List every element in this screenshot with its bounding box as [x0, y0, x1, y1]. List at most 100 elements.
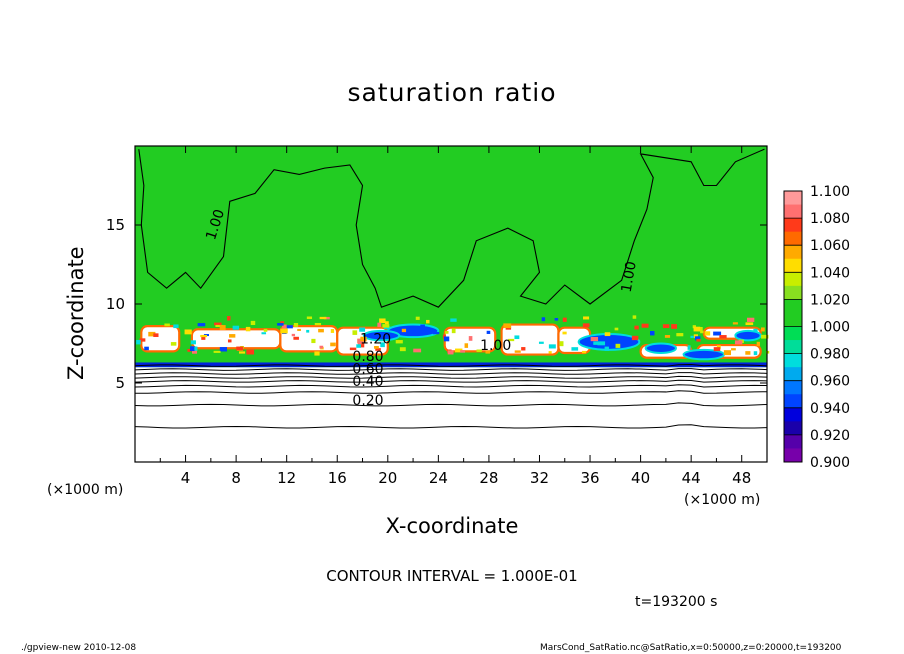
- cloud-speck: [593, 341, 602, 345]
- cloud-speck: [604, 346, 609, 351]
- contour-line: [134, 364, 768, 367]
- cloud-speck: [476, 349, 482, 352]
- saturation-field: [135, 146, 770, 462]
- cloud-speck: [460, 350, 466, 353]
- cloud-base-layer: [135, 362, 767, 368]
- contour-line: [134, 379, 768, 383]
- cloud-speck: [650, 330, 655, 336]
- cloud-speck: [631, 335, 639, 341]
- cloud-speck: [297, 328, 301, 331]
- cloud-speck: [468, 336, 473, 341]
- cloud-speck: [330, 329, 335, 333]
- cloud-speck: [514, 350, 521, 353]
- colorbar-segment: [784, 218, 802, 233]
- contour-line: [134, 384, 768, 388]
- cloud-speck: [194, 346, 198, 351]
- colorbar-segment: [784, 191, 802, 206]
- cloud-speck: [554, 318, 559, 321]
- cloud-speck: [306, 316, 313, 320]
- cloud-speck: [641, 323, 649, 328]
- cloud-cell: [279, 325, 339, 353]
- cloud-speck: [464, 343, 469, 348]
- cloud-speck: [693, 334, 698, 339]
- colorbar-segment: [784, 448, 802, 463]
- y-ticks: 5 10 15: [106, 216, 767, 392]
- subsaturated-pocket: [362, 329, 401, 342]
- cloud-speck: [263, 328, 268, 332]
- cloud-speck: [548, 344, 556, 349]
- cloud-speck: [293, 323, 299, 327]
- contour-line: [134, 368, 768, 371]
- cloud-speck: [731, 348, 736, 351]
- colorbar-label: 0.940: [810, 401, 850, 417]
- colorbar: 1.100 1.080 1.060 1.040 1.020 1.000 0.980 0.960…: [783, 184, 850, 471]
- cloud-speck: [700, 330, 704, 334]
- contour-line: [134, 402, 768, 407]
- cloud-speck: [753, 351, 758, 356]
- cloud-speck: [662, 324, 670, 329]
- cloud-speck: [562, 317, 567, 322]
- cloud-speck: [756, 341, 760, 347]
- cloud-speck: [139, 338, 146, 342]
- colorbar-label: 1.060: [810, 238, 850, 254]
- contour-label: 0.20: [352, 393, 383, 409]
- cloud-speck: [604, 332, 611, 337]
- cloud-speck: [447, 350, 454, 355]
- cloud-speck: [374, 345, 379, 349]
- cloud-speck: [232, 325, 240, 330]
- x-tick-label: 24: [429, 469, 448, 487]
- cloud-speck: [190, 346, 195, 352]
- subsaturated-pocket: [734, 329, 762, 342]
- cloud-speck: [687, 345, 691, 350]
- contour-label: 1.20: [360, 332, 391, 348]
- cloud-speck: [215, 324, 223, 328]
- cloud-speck: [213, 350, 221, 353]
- cloud-speck: [356, 344, 361, 348]
- footer-right: MarsCond_SatRatio.nc@SatRatio,x=0:50000,…: [540, 643, 842, 653]
- colorbar-segment: [784, 340, 802, 355]
- cloud-speck: [359, 343, 365, 348]
- cloud-speck: [713, 347, 721, 352]
- cloud-speck: [280, 328, 288, 334]
- colorbar-segment: [784, 312, 802, 327]
- x-tick-label: 16: [328, 469, 347, 487]
- cloud-speck: [277, 323, 284, 326]
- contour-line-1-00: [138, 148, 765, 308]
- cloud-speck: [229, 334, 236, 338]
- cloud-speck: [571, 347, 579, 351]
- cloud-speck: [664, 335, 671, 338]
- cloud-speck: [153, 333, 159, 337]
- cloud-speck: [261, 332, 267, 335]
- colorbar-label: 1.040: [810, 265, 850, 281]
- cloud-speck: [559, 341, 564, 347]
- cloud-speck: [184, 329, 192, 335]
- contour-label: 1.00: [480, 338, 511, 354]
- y-tick-label: 15: [106, 216, 125, 234]
- cloud-speck: [280, 321, 285, 324]
- colorbar-segment: [784, 407, 802, 422]
- cloud-speck: [747, 317, 755, 322]
- colorbar-segment: [784, 353, 802, 368]
- cloud-speck: [694, 336, 701, 341]
- cloud-speck: [144, 346, 149, 351]
- colorbar-segment: [784, 326, 802, 341]
- cloud-speck: [503, 323, 512, 329]
- cloud-speck: [745, 351, 751, 355]
- x-tick-label: 36: [580, 469, 599, 487]
- colorbar-segment: [784, 367, 802, 382]
- colorbar-segment: [784, 380, 802, 395]
- cloud-layer: [135, 315, 770, 368]
- cloud-speck: [583, 316, 590, 320]
- chart-title: saturation ratio: [347, 78, 557, 107]
- contour-label: 0.60: [352, 362, 383, 378]
- cloud-speck: [713, 331, 722, 336]
- cloud-speck: [697, 326, 703, 332]
- cloud-speck: [219, 325, 226, 330]
- colorbar-segment: [784, 285, 802, 300]
- colorbar-segment: [784, 394, 802, 409]
- cloud-speck: [541, 317, 546, 322]
- colorbar-segment: [784, 421, 802, 436]
- cloud-speck: [450, 318, 457, 322]
- cloud-speck: [761, 334, 769, 339]
- cloud-speck: [148, 331, 156, 337]
